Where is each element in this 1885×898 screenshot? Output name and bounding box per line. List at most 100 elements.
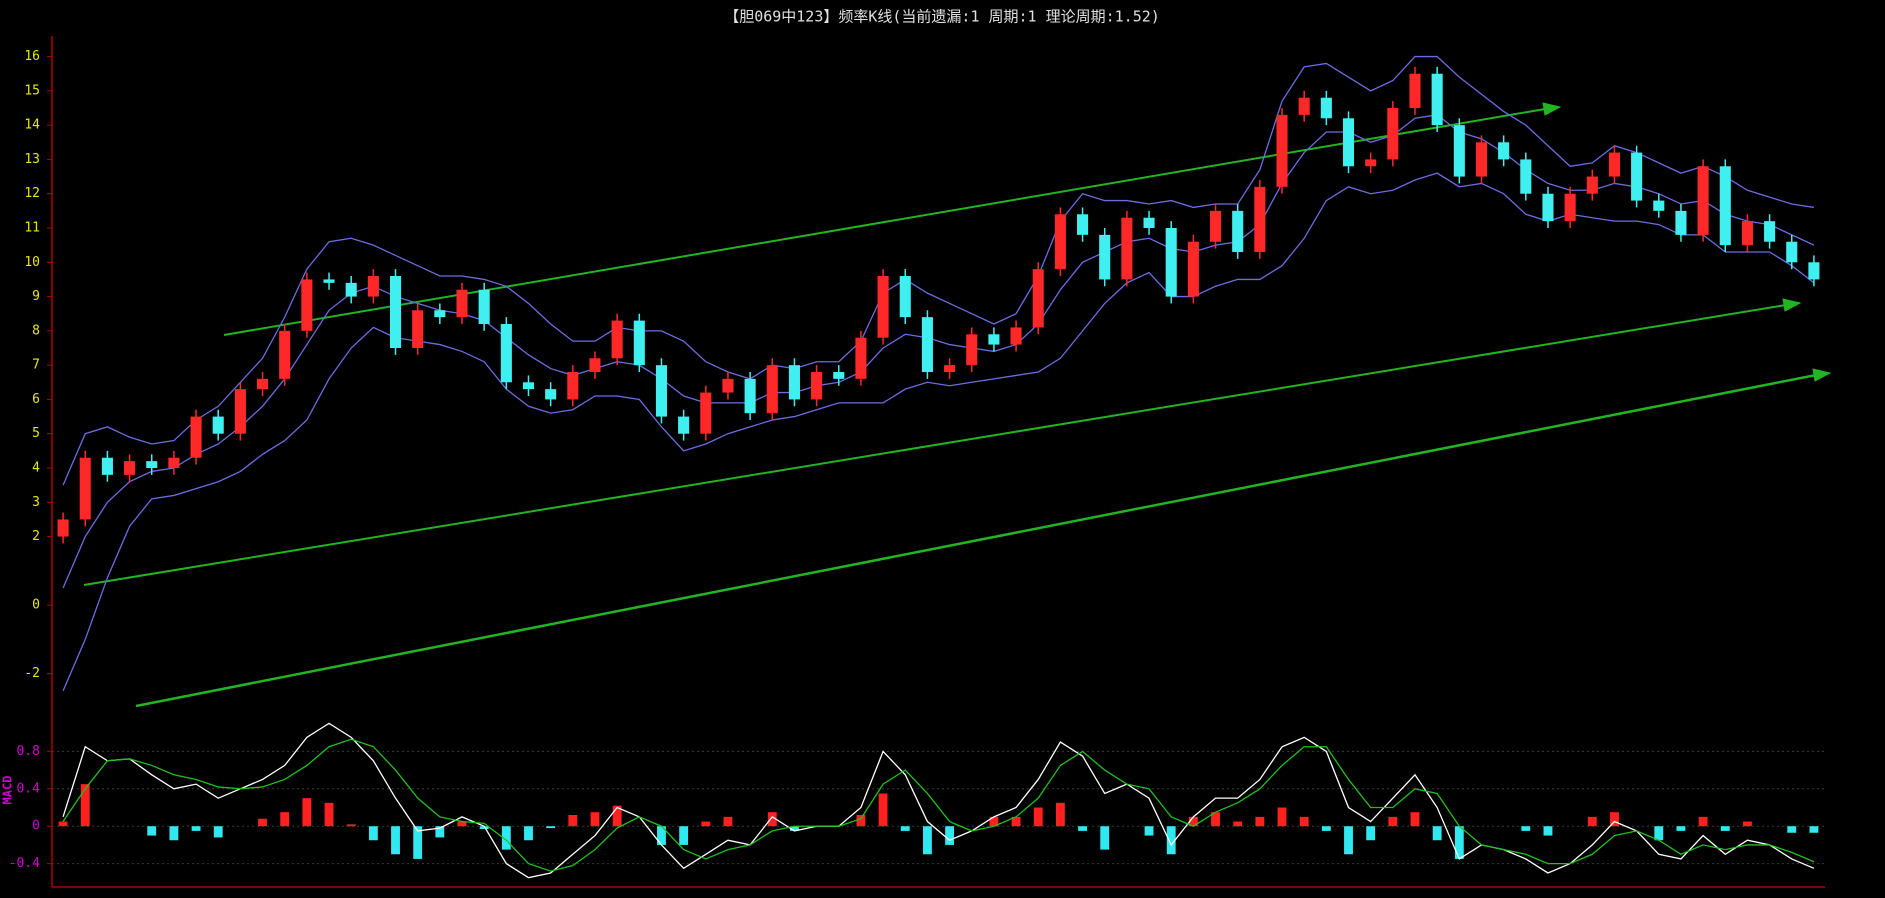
candle-body — [678, 416, 690, 434]
histogram-bar — [1144, 826, 1154, 836]
histogram-bar — [590, 812, 600, 827]
candle-body — [79, 457, 91, 520]
candle-body — [1453, 125, 1465, 177]
histogram-bar — [501, 826, 511, 850]
candle-body — [257, 378, 269, 390]
histogram-bar — [1388, 816, 1398, 827]
y-tick-label: 2 — [32, 529, 40, 544]
candle-body — [190, 416, 202, 458]
histogram-bar — [612, 805, 622, 827]
histogram-bar — [302, 798, 312, 827]
y-tick-label: 7 — [32, 358, 40, 373]
histogram-bar — [1255, 816, 1265, 827]
candle-body — [1542, 193, 1554, 222]
candle-body — [1697, 166, 1709, 235]
y-tick-label: 14 — [24, 118, 40, 133]
candle-body — [921, 317, 933, 372]
y-tick-label: 16 — [24, 49, 40, 64]
histogram-bar — [1188, 816, 1198, 827]
histogram-bar — [1676, 826, 1686, 831]
y-tick-label: -2 — [24, 666, 40, 681]
candle-body — [1320, 97, 1332, 119]
candle-body — [367, 276, 379, 297]
candle-body — [766, 365, 778, 414]
histogram-bar — [1454, 826, 1464, 859]
y-tick-label: 4 — [32, 461, 40, 476]
candle-body — [611, 320, 623, 359]
histogram-bar — [1654, 826, 1664, 841]
histogram-bar — [258, 818, 267, 827]
band-line — [62, 55, 1815, 486]
candle-body — [124, 461, 136, 475]
histogram-bar — [1344, 826, 1353, 855]
histogram-bar — [1055, 802, 1065, 827]
y-tick-label: 8 — [32, 323, 40, 338]
candle-body — [101, 457, 113, 475]
histogram-bar — [1100, 826, 1110, 850]
y-tick-label: 13 — [24, 152, 40, 167]
candle-body — [1077, 214, 1089, 235]
y-tick-label: 0 — [32, 598, 40, 613]
candle-body — [567, 372, 579, 400]
histogram-bar — [80, 784, 90, 827]
candle-body — [1276, 114, 1288, 187]
candle-body — [1719, 166, 1731, 246]
y-tick-label: 9 — [32, 289, 40, 304]
y-tick-label: -0.4 — [9, 856, 40, 871]
candle-body — [279, 330, 291, 379]
candle-body — [855, 337, 867, 379]
y-tick-label: 5 — [32, 426, 40, 441]
candle-body — [434, 310, 446, 318]
arrow-head — [1782, 298, 1802, 312]
candle-body — [389, 276, 402, 348]
histogram-bar — [568, 814, 578, 827]
histogram-bar — [368, 826, 378, 841]
histogram-bar — [191, 826, 201, 831]
chart-title: 【胆069中123】频率K线(当前遗漏:1 周期:1 理论周期:1.52) — [724, 8, 1160, 26]
histogram-bar — [1787, 826, 1797, 833]
histogram-bar — [479, 826, 489, 830]
candle-body — [1431, 73, 1443, 126]
candle-body — [234, 389, 246, 434]
macd-line — [62, 738, 1815, 872]
candle-body — [57, 519, 69, 537]
candle-body — [1475, 142, 1488, 177]
candle-body — [1564, 193, 1576, 222]
candle-body — [1498, 142, 1510, 160]
histogram-bar — [413, 826, 423, 859]
candle-body — [1054, 214, 1066, 270]
histogram-bar — [1299, 816, 1309, 827]
histogram-bar — [280, 812, 290, 827]
candle-body — [589, 358, 601, 372]
candle-body — [700, 392, 712, 434]
candle-body — [500, 324, 512, 383]
candle-body — [456, 289, 468, 318]
histogram-bar — [1211, 812, 1220, 827]
histogram-bar — [1366, 826, 1376, 841]
candle-body — [633, 320, 645, 366]
histogram-bar — [1233, 821, 1243, 827]
histogram-bar — [790, 826, 799, 831]
candle-body — [545, 389, 557, 400]
histogram-bar — [1521, 826, 1531, 831]
histogram-bar — [213, 826, 223, 838]
candle-body — [744, 378, 756, 414]
histogram-bar — [169, 826, 179, 841]
histogram-bar — [1166, 826, 1176, 855]
trend-line — [83, 304, 1787, 586]
candle-body — [345, 282, 357, 297]
histogram-bar — [900, 826, 910, 831]
candle-body — [1010, 327, 1022, 345]
histogram-bar — [435, 826, 445, 838]
candle-body — [877, 276, 889, 338]
macd-line — [62, 722, 1815, 879]
histogram-bar — [1011, 816, 1021, 827]
candle-body — [788, 365, 800, 400]
histogram-bar — [1432, 826, 1442, 841]
candle-body — [1608, 152, 1620, 177]
candle-body — [1409, 73, 1421, 108]
candle-body — [1808, 262, 1820, 280]
candle-body — [1165, 228, 1177, 297]
